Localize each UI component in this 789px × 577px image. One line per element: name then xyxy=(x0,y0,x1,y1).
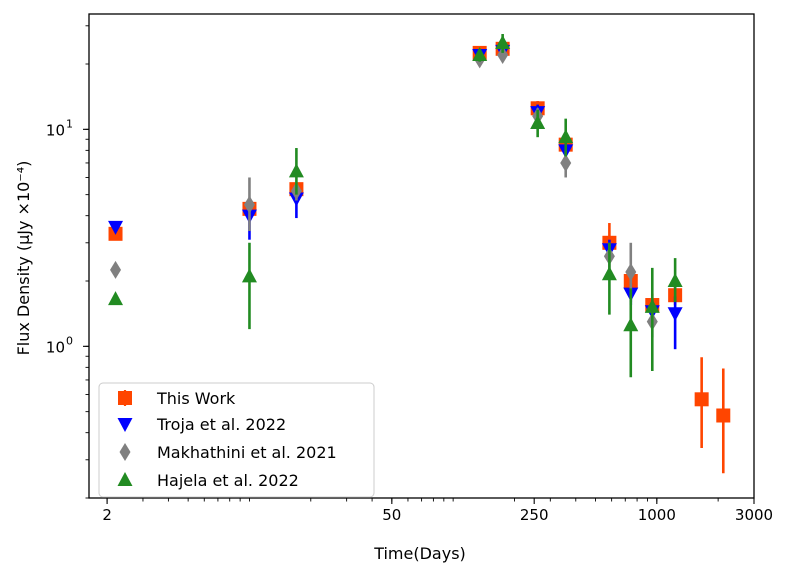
data-point xyxy=(667,307,683,322)
x-tick-label: 250 xyxy=(520,506,549,524)
legend-marker xyxy=(117,418,133,432)
data-point xyxy=(560,153,572,172)
legend-label: Troja et al. 2022 xyxy=(156,415,286,434)
data-point xyxy=(625,263,637,282)
legend-box xyxy=(98,382,375,498)
data-point xyxy=(530,114,546,129)
x-tick-label: 1000 xyxy=(638,506,676,524)
data-point xyxy=(241,268,257,283)
data-point xyxy=(667,273,683,288)
legend-label: Hajela et al. 2022 xyxy=(157,471,299,490)
data-point xyxy=(694,392,709,407)
data-point xyxy=(108,220,124,235)
data-point xyxy=(108,291,124,306)
data-point xyxy=(623,317,639,332)
data-point xyxy=(110,260,122,279)
legend-label: Makhathini et al. 2021 xyxy=(157,443,337,462)
y-axis-label: Flux Density (μJy ×10⁻⁴) xyxy=(14,161,33,356)
data-point xyxy=(495,34,511,49)
x-axis-label: Time(Days) xyxy=(373,544,466,563)
legend: This Work Troja et al. 2022 Makhathini et … xyxy=(98,382,375,498)
y-tick-label: 10 xyxy=(46,338,65,356)
legend-marker xyxy=(117,472,133,486)
data-point xyxy=(558,129,574,144)
series-hajela-et-al-2022 xyxy=(108,33,683,378)
y-tick-exponent: 1 xyxy=(66,117,73,130)
legend-marker xyxy=(118,391,132,405)
data-point xyxy=(243,195,255,214)
y-tick-exponent: 0 xyxy=(66,334,73,347)
data-point xyxy=(716,408,731,423)
data-point xyxy=(601,266,617,281)
y-tick-label: 10 xyxy=(46,121,65,139)
data-point xyxy=(497,46,509,65)
x-tick-label: 2 xyxy=(102,506,112,524)
data-point xyxy=(472,47,488,62)
data-point xyxy=(288,163,304,178)
x-tick-label: 50 xyxy=(382,506,401,524)
plot-frame xyxy=(88,13,755,499)
data-point xyxy=(644,298,660,313)
series-layer xyxy=(108,33,731,474)
legend-label: This Work xyxy=(156,389,236,408)
legend-marker xyxy=(119,443,131,461)
x-tick-label: 3000 xyxy=(735,506,773,524)
